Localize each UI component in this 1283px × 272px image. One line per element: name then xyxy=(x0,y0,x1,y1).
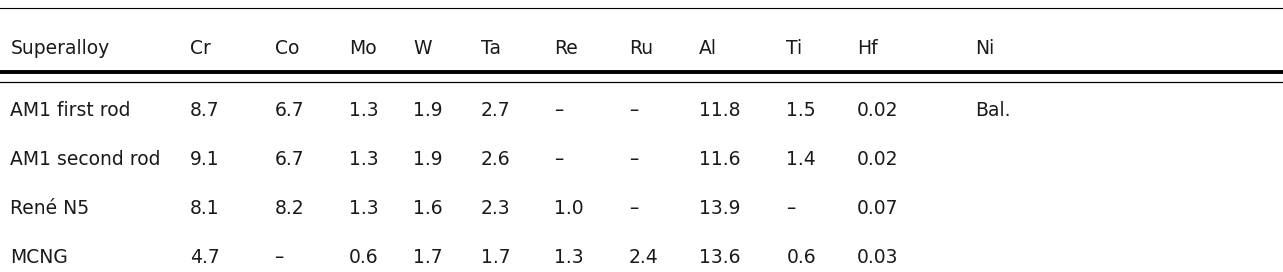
Text: René N5: René N5 xyxy=(10,199,90,218)
Text: Co: Co xyxy=(275,39,299,58)
Text: 2.6: 2.6 xyxy=(481,150,511,169)
Text: 1.0: 1.0 xyxy=(554,199,584,218)
Text: Cr: Cr xyxy=(190,39,210,58)
Text: 2.7: 2.7 xyxy=(481,101,511,120)
Text: –: – xyxy=(786,199,795,218)
Text: –: – xyxy=(554,101,563,120)
Text: Ta: Ta xyxy=(481,39,502,58)
Text: –: – xyxy=(629,101,638,120)
Text: 11.6: 11.6 xyxy=(699,150,740,169)
Text: 2.3: 2.3 xyxy=(481,199,511,218)
Text: 8.2: 8.2 xyxy=(275,199,304,218)
Text: 4.7: 4.7 xyxy=(190,248,219,267)
Text: Mo: Mo xyxy=(349,39,377,58)
Text: W: W xyxy=(413,39,431,58)
Text: 8.1: 8.1 xyxy=(190,199,219,218)
Text: 1.9: 1.9 xyxy=(413,101,443,120)
Text: Al: Al xyxy=(699,39,717,58)
Text: 9.1: 9.1 xyxy=(190,150,219,169)
Text: –: – xyxy=(629,199,638,218)
Text: 0.02: 0.02 xyxy=(857,150,898,169)
Text: 1.3: 1.3 xyxy=(349,199,378,218)
Text: 8.7: 8.7 xyxy=(190,101,219,120)
Text: Ru: Ru xyxy=(629,39,653,58)
Text: MCNG: MCNG xyxy=(10,248,68,267)
Text: Hf: Hf xyxy=(857,39,878,58)
Text: 6.7: 6.7 xyxy=(275,101,304,120)
Text: –: – xyxy=(554,150,563,169)
Text: 0.03: 0.03 xyxy=(857,248,898,267)
Text: 6.7: 6.7 xyxy=(275,150,304,169)
Text: AM1 second rod: AM1 second rod xyxy=(10,150,160,169)
Text: 0.07: 0.07 xyxy=(857,199,898,218)
Text: –: – xyxy=(275,248,284,267)
Text: 0.02: 0.02 xyxy=(857,101,898,120)
Text: 1.5: 1.5 xyxy=(786,101,816,120)
Text: 1.7: 1.7 xyxy=(413,248,443,267)
Text: 1.4: 1.4 xyxy=(786,150,816,169)
Text: Re: Re xyxy=(554,39,579,58)
Text: Bal.: Bal. xyxy=(975,101,1011,120)
Text: 1.7: 1.7 xyxy=(481,248,511,267)
Text: 13.9: 13.9 xyxy=(699,199,740,218)
Text: 1.3: 1.3 xyxy=(349,150,378,169)
Text: 13.6: 13.6 xyxy=(699,248,740,267)
Text: 2.4: 2.4 xyxy=(629,248,658,267)
Text: Ti: Ti xyxy=(786,39,803,58)
Text: 11.8: 11.8 xyxy=(699,101,740,120)
Text: 1.3: 1.3 xyxy=(554,248,584,267)
Text: AM1 first rod: AM1 first rod xyxy=(10,101,131,120)
Text: 1.6: 1.6 xyxy=(413,199,443,218)
Text: 0.6: 0.6 xyxy=(349,248,378,267)
Text: Superalloy: Superalloy xyxy=(10,39,109,58)
Text: 0.6: 0.6 xyxy=(786,248,816,267)
Text: Ni: Ni xyxy=(975,39,994,58)
Text: 1.3: 1.3 xyxy=(349,101,378,120)
Text: 1.9: 1.9 xyxy=(413,150,443,169)
Text: –: – xyxy=(629,150,638,169)
